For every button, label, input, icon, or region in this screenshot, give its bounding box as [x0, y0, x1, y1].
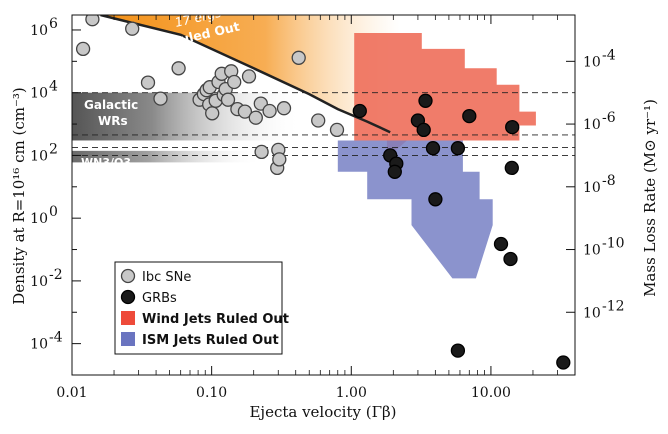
legend-grb-marker	[120, 289, 136, 305]
grb-point	[556, 355, 571, 370]
plot-frame	[71, 14, 576, 376]
ibc-sn-point	[241, 69, 257, 84]
grb-point	[418, 93, 433, 108]
legend-label: Ibc SNe	[142, 270, 191, 285]
x-tick-label: 0.01	[56, 385, 87, 401]
ibc-sn-point	[262, 103, 277, 119]
ibc-sn-point	[329, 122, 345, 138]
legend: Ibc SNe GRBs Wind Jets Ruled Out ISM Jets R…	[114, 261, 289, 355]
grb-point	[450, 141, 466, 156]
ibc-sn-point	[237, 104, 253, 119]
y-tick-exponent: -2	[49, 267, 63, 283]
grb-point	[493, 236, 509, 252]
grb-point	[505, 119, 520, 135]
grb-point	[450, 343, 466, 358]
wind-jets-ruled-out-region	[354, 33, 536, 150]
ibc-sn-point	[205, 106, 220, 121]
y-tick-exponent: 4	[49, 79, 58, 95]
legend-label: ISM Jets Ruled Out	[142, 333, 279, 348]
grb-point	[504, 160, 519, 176]
legend-label: GRBs	[142, 291, 177, 306]
y-tick-label: 10	[30, 86, 48, 102]
grb-point	[462, 108, 477, 124]
wn3-label: WN3/O3	[81, 156, 131, 169]
data-points	[75, 15, 571, 370]
y-tick-label: 10	[30, 337, 48, 353]
y2-tick-exponent: -6	[602, 110, 616, 126]
y-tick-label: 10	[30, 211, 48, 227]
ibc-sn-point	[125, 21, 140, 36]
energy-ruled-out-region	[100, 15, 401, 133]
legend-ibc-marker	[120, 268, 136, 284]
y2-tick-label: 10	[583, 117, 601, 133]
ibc-sn-point	[272, 152, 287, 167]
ibc-sn-point	[227, 74, 242, 90]
x-axis-title: Ejecta velocity (Γβ)	[249, 403, 396, 421]
y2-axis-title: Mass Loss Rate (M⊙ yr⁻¹)	[641, 99, 659, 297]
ism-jets-ruled-out-region	[337, 140, 493, 279]
dashed-reference-lines	[72, 92, 575, 156]
x-tick-label: 0.10	[196, 385, 227, 401]
grb-point	[387, 164, 402, 179]
grb-point	[428, 192, 443, 207]
grb-point	[425, 141, 441, 156]
ibc-sn-point	[254, 144, 269, 160]
galactic-label-line2: WRs	[98, 114, 128, 128]
ibc-sn-point	[276, 101, 292, 116]
y2-tick-label: 10	[583, 54, 601, 70]
legend-wind-swatch	[121, 311, 135, 325]
y-tick-exponent: 2	[49, 141, 58, 157]
y2-tick-exponent: -10	[602, 236, 625, 252]
x-tick-label: 1.00	[336, 385, 367, 401]
ibc-sn-point	[311, 113, 326, 128]
ibc-sn-point	[220, 92, 236, 107]
reference-band	[72, 150, 262, 163]
y2-tick-label: 10	[583, 243, 601, 259]
ibc-sn-point	[140, 75, 156, 90]
galactic-label-line1: Galactic	[84, 98, 138, 112]
legend-box	[114, 261, 283, 355]
y-axis-title: Density at R=10¹⁶ cm (cm⁻³)	[10, 87, 28, 304]
y-tick-exponent: 6	[49, 16, 58, 32]
y2-tick-exponent: -12	[602, 298, 625, 314]
ibc-sn-point	[171, 61, 186, 76]
grb-point	[416, 122, 431, 138]
y2-tick-exponent: -4	[602, 47, 616, 63]
legend-ism-swatch	[121, 332, 135, 346]
energy-boundary-curve	[100, 15, 391, 134]
y2-tick-label: 10	[583, 305, 601, 321]
ibc-sn-point	[85, 15, 100, 27]
y-tick-exponent: 0	[49, 204, 58, 220]
ibc-sn-point	[248, 110, 263, 125]
y-tick-exponent: -4	[49, 330, 63, 346]
legend-label: Wind Jets Ruled Out	[142, 312, 289, 327]
ibc-sn-point	[153, 91, 168, 106]
x-tick-label: 10.00	[471, 385, 511, 401]
y-tick-label: 10	[30, 148, 48, 164]
ibc-sn-point	[75, 41, 91, 57]
grb-point	[503, 251, 518, 267]
ibc-sn-point	[291, 50, 306, 65]
grb-point	[352, 103, 367, 119]
y2-tick-label: 10	[583, 180, 601, 196]
y-tick-label: 10	[30, 274, 48, 290]
region-labels: 17 ergs Ruled Out Galactic WRs WN3/O3	[81, 15, 241, 169]
y2-tick-exponent: -8	[602, 173, 616, 189]
y-tick-label: 10	[30, 23, 48, 39]
